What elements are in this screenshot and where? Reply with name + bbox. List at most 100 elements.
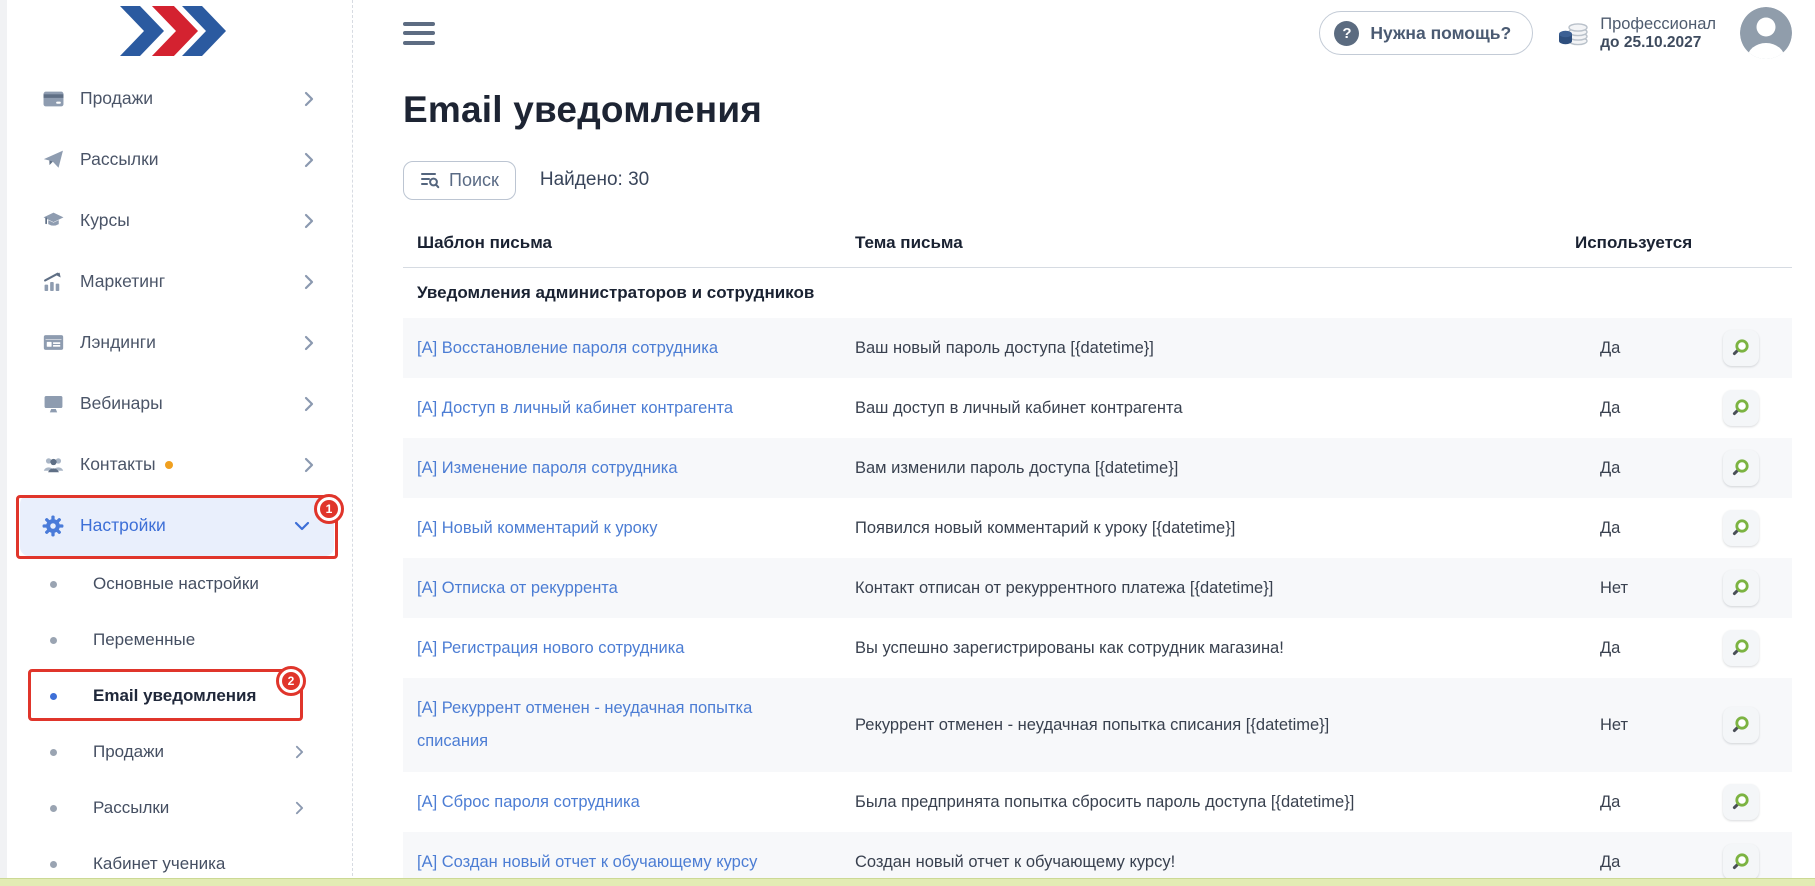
template-link[interactable]: [A] Создан новый отчет к обучающему курс…: [417, 852, 758, 871]
subject-cell: Рекуррент отменен - неудачная попытка сп…: [855, 715, 1330, 734]
sidebar: Продажи Рассылки Курсы: [0, 0, 353, 886]
found-count: Найдено: 30: [539, 169, 650, 190]
submenu-item-variables[interactable]: Переменные: [0, 612, 352, 668]
coins-icon: [1559, 23, 1588, 46]
template-link[interactable]: [A] Регистрация нового сотрудника: [417, 638, 685, 657]
sidebar-item-sales[interactable]: Продажи: [0, 68, 352, 129]
template-link[interactable]: [A] Отписка от рекуррента: [417, 578, 618, 597]
magnifier-icon: [1732, 853, 1749, 870]
template-link[interactable]: [A] Сброс пароля сотрудника: [417, 792, 640, 811]
template-link[interactable]: [A] Восстановление пароля сотрудника: [417, 338, 719, 357]
logo[interactable]: [0, 0, 352, 57]
sidebar-item-courses[interactable]: Курсы: [0, 190, 352, 251]
used-cell: Да: [1600, 398, 1621, 417]
submenu-item-general-settings[interactable]: Основные настройки: [0, 556, 352, 612]
sidebar-item-webinars[interactable]: Вебинары: [0, 373, 352, 434]
template-cell: [A] Рекуррент отменен - неудачная попытк…: [403, 686, 855, 764]
chevron-down-icon: [294, 521, 310, 531]
preview-button[interactable]: [1723, 844, 1759, 880]
magnifier-icon: [1732, 339, 1749, 356]
sidebar-item-label: Лэндинги: [80, 332, 156, 352]
used-cell: Да: [1600, 638, 1621, 657]
used-cell: Да: [1600, 852, 1621, 871]
submenu-item-student-cabinet[interactable]: Кабинет ученика: [0, 836, 352, 886]
bullet-icon: [50, 748, 57, 756]
subject-cell: Появился новый комментарий к уроку [{dat…: [855, 518, 1236, 537]
table-header-row: Шаблон письма Тема письма Используется: [403, 218, 1792, 268]
preview-button[interactable]: [1723, 390, 1759, 426]
sidebar-item-settings[interactable]: Настройки: [20, 495, 334, 556]
submenu-item-mailings[interactable]: Рассылки: [0, 780, 352, 836]
sidebar-item-contacts[interactable]: Контакты: [0, 434, 352, 495]
sidebar-item-mailings[interactable]: Рассылки: [0, 129, 352, 190]
used-cell: Да: [1600, 792, 1621, 811]
chevron-right-icon: [304, 274, 314, 290]
template-link[interactable]: [A] Новый комментарий к уроку: [417, 518, 658, 537]
action-cell: [1697, 510, 1792, 546]
people-icon: [42, 454, 64, 476]
submenu-item-email-notifications[interactable]: Email уведомления: [0, 668, 352, 724]
action-cell: [1697, 630, 1792, 666]
magnifier-icon: [1732, 639, 1749, 656]
chevron-right-icon: [304, 91, 314, 107]
search-button[interactable]: Поиск: [403, 160, 516, 200]
chevron-right-icon: [304, 335, 314, 351]
preview-button[interactable]: [1723, 630, 1759, 666]
preview-button[interactable]: [1723, 450, 1759, 486]
annotation-badge-step2: 2: [276, 666, 306, 696]
subject-cell: Контакт отписан от рекуррентного платежа…: [855, 578, 1274, 597]
chevron-right-icon: [304, 457, 314, 473]
user-avatar[interactable]: [1740, 7, 1792, 59]
subject-cell: Ваш новый пароль доступа [{datetime}]: [855, 338, 1154, 357]
action-cell: [1697, 450, 1792, 486]
template-cell: [A] Создан новый отчет к обучающему курс…: [403, 840, 855, 885]
subject-cell: Вам изменили пароль доступа [{datetime}]: [855, 458, 1179, 477]
sidebar-nav: Продажи Рассылки Курсы: [0, 68, 352, 556]
table-group-header: Уведомления администраторов и сотруднико…: [417, 283, 815, 302]
browser-icon: [42, 332, 64, 354]
plan-expiry: до 25.10.2027: [1600, 33, 1702, 51]
table-body: [A] Восстановление пароля сотрудника Ваш…: [403, 318, 1792, 886]
submenu-item-label: Рассылки: [93, 798, 170, 817]
chevron-right-icon: [304, 396, 314, 412]
hamburger-menu-icon[interactable]: [403, 21, 435, 45]
chevron-right-icon: [304, 152, 314, 168]
used-cell: Да: [1600, 518, 1621, 537]
template-cell: [A] Изменение пароля сотрудника: [403, 446, 855, 491]
action-cell: [1697, 707, 1792, 743]
template-link[interactable]: [A] Доступ в личный кабинет контрагента: [417, 398, 734, 417]
column-header-subject: Тема письма: [855, 232, 963, 252]
annotation-step2-number: 2: [282, 672, 300, 690]
template-link[interactable]: [A] Рекуррент отменен - неудачная попытк…: [417, 699, 753, 750]
help-button[interactable]: ? Нужна помощь?: [1319, 11, 1534, 55]
gear-icon: [42, 515, 64, 537]
plan-info[interactable]: Профессионал до 25.10.2027: [1557, 15, 1716, 52]
preview-button[interactable]: [1723, 510, 1759, 546]
left-edge-strip: [0, 0, 7, 886]
magnifier-icon: [1732, 459, 1749, 476]
credit-card-icon: [42, 88, 64, 110]
chart-growth-icon: [42, 271, 64, 293]
chevrons-logo-icon: [120, 5, 226, 56]
action-cell: [1697, 844, 1792, 880]
magnifier-icon: [1732, 399, 1749, 416]
column-header-used: Используется: [1575, 232, 1693, 252]
preview-button[interactable]: [1723, 570, 1759, 606]
table-row: [A] Новый комментарий к уроку Появился н…: [403, 498, 1792, 558]
sidebar-item-marketing[interactable]: Маркетинг: [0, 251, 352, 312]
bullet-icon: [50, 636, 57, 644]
sidebar-item-landings[interactable]: Лэндинги: [0, 312, 352, 373]
table-row: [A] Изменение пароля сотрудника Вам изме…: [403, 438, 1792, 498]
submenu-item-label: Продажи: [93, 742, 164, 761]
used-cell: Нет: [1600, 578, 1629, 597]
magnifier-icon: [1732, 519, 1749, 536]
preview-button[interactable]: [1723, 707, 1759, 743]
annotation-badge-step1: 1: [314, 494, 344, 524]
sidebar-item-label: Контакты: [80, 454, 156, 474]
preview-button[interactable]: [1723, 784, 1759, 820]
template-link[interactable]: [A] Изменение пароля сотрудника: [417, 458, 678, 477]
table-row: [A] Сброс пароля сотрудника Была предпри…: [403, 772, 1792, 832]
submenu-item-sales[interactable]: Продажи: [0, 724, 352, 780]
plan-name: Профессионал: [1600, 14, 1716, 33]
preview-button[interactable]: [1723, 330, 1759, 366]
